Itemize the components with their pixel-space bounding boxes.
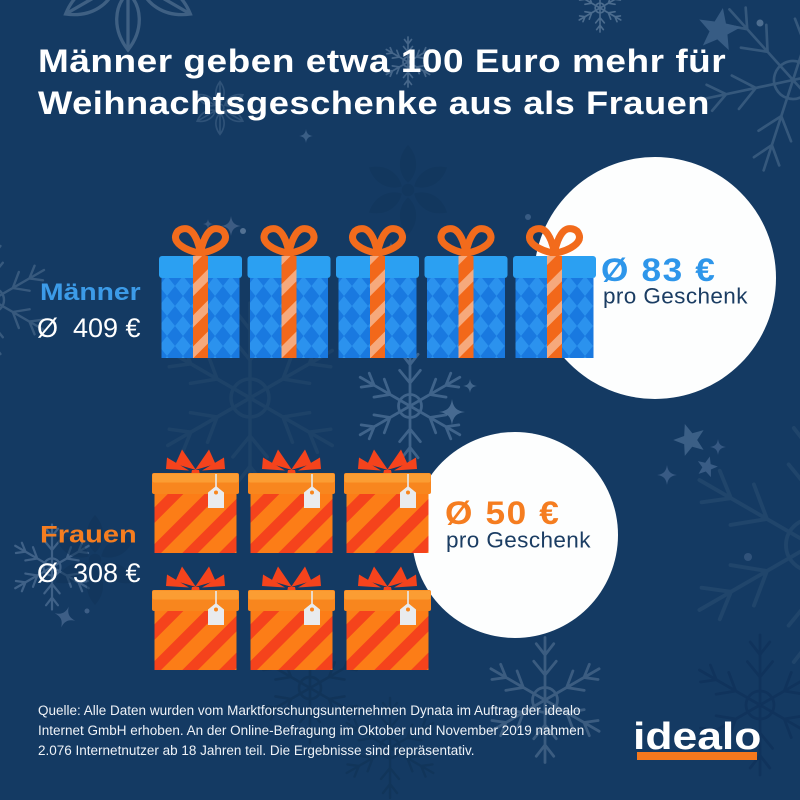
svg-text:pro Geschenk: pro Geschenk	[446, 528, 591, 553]
svg-text:2.076 Internetnutzer ab 18 Jah: 2.076 Internetnutzer ab 18 Jahren teil. …	[38, 743, 475, 758]
svg-text:Ø 50 €: Ø 50 €	[445, 496, 561, 531]
svg-text:Ø 308 €: Ø 308 €	[37, 558, 141, 588]
svg-text:Männer: Männer	[40, 278, 141, 305]
svg-text:Internet GmbH erhoben. An der: Internet GmbH erhoben. An der Online-Bef…	[38, 723, 584, 738]
svg-text:idealo: idealo	[633, 715, 761, 757]
svg-text:Ø 409 €: Ø 409 €	[37, 313, 141, 343]
svg-text:pro Geschenk: pro Geschenk	[603, 284, 748, 309]
svg-text:Männer geben etwa 100 Euro meh: Männer geben etwa 100 Euro mehr für	[38, 44, 726, 79]
svg-text:Weihnachtsgeschenke aus als Fr: Weihnachtsgeschenke aus als Frauen	[38, 86, 710, 122]
svg-text:Frauen: Frauen	[40, 521, 137, 548]
svg-text:Ø 83 €: Ø 83 €	[601, 253, 717, 288]
svg-text:Quelle: Alle Daten wurden vom: Quelle: Alle Daten wurden vom Marktforsc…	[38, 703, 581, 718]
